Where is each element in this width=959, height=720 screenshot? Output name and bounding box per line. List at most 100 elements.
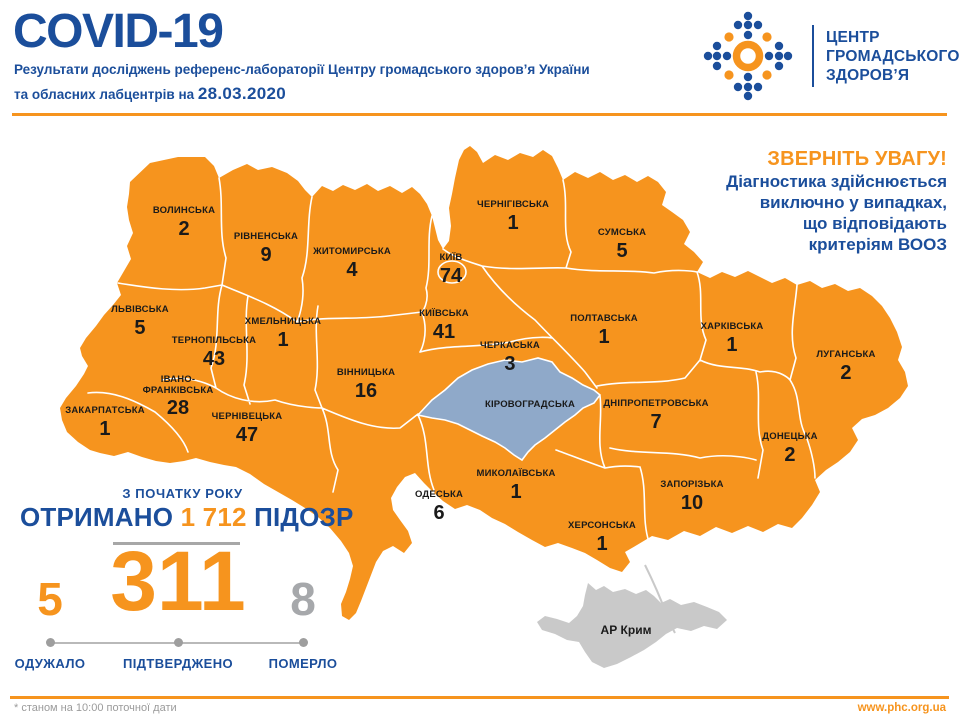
region-name: ОДЕСЬКА xyxy=(414,489,464,500)
footer-note: * станом на 10:00 поточної дати xyxy=(14,702,177,714)
region-case-count: 2 xyxy=(784,443,796,466)
confirmed-count: 311 xyxy=(110,534,246,628)
attention-title: ЗВЕРНІТЬ УВАГУ! xyxy=(767,148,947,170)
region-label: ОДЕСЬКА 6 xyxy=(414,489,464,522)
org-name-line2: ГРОМАДСЬКОГО xyxy=(826,47,959,65)
region-case-count: 1 xyxy=(507,211,519,234)
connector-dot xyxy=(46,638,55,647)
region-name: ІВАНО-ФРАНКІВСЬКА xyxy=(142,374,214,396)
died-count: 8 xyxy=(290,573,316,625)
region-case-count: 1 xyxy=(596,532,608,555)
region-label: ЧЕРНІГІВСЬКА 1 xyxy=(476,199,550,234)
region-name: ЗАКАРПАТСЬКА xyxy=(65,405,145,416)
attention-line: Діагностика здійснюється xyxy=(726,172,947,191)
region-label: МИКОЛАЇВСЬКА 1 xyxy=(476,468,555,503)
region-label: КІРОВОГРАДСЬКА xyxy=(484,399,576,411)
subtitle-line1: Результати досліджень референс-лаборатор… xyxy=(14,62,590,77)
region-label: ЛУГАНСЬКА 2 xyxy=(816,349,876,384)
attention-line: критеріям ВООЗ xyxy=(808,235,947,254)
region-name: ЛЬВІВСЬКА xyxy=(111,304,169,315)
recovered-count: 5 xyxy=(37,573,63,625)
region-case-count: 1 xyxy=(99,417,111,440)
region-name: ВОЛИНСЬКА xyxy=(152,205,216,216)
attention-line: що відповідають xyxy=(802,214,947,233)
region-case-count: 1 xyxy=(598,325,610,348)
region-name: КІРОВОГРАДСЬКА xyxy=(484,399,576,410)
region-label: ЧЕРНІВЕЦЬКА 47 xyxy=(212,411,283,444)
kyiv-city-border xyxy=(437,260,467,284)
stats-block: З ПОЧАТКУ РОКУ ОТРИМАНО 1 712 ПІДОЗР 5 3… xyxy=(15,486,354,686)
region-case-count: 2 xyxy=(840,361,852,384)
region-label: ХЕРСОНСЬКА 1 xyxy=(568,520,636,555)
region-case-count: 41 xyxy=(432,320,456,343)
region-label: ПОЛТАВСЬКА 1 xyxy=(570,313,638,348)
region-case-count: 7 xyxy=(650,410,662,433)
region-label: ДНІПРОПЕТРОВСЬКА 7 xyxy=(603,398,709,433)
confirmed-label: ПІДТВЕРДЖЕНО xyxy=(122,656,234,671)
connector-dot xyxy=(174,638,183,647)
org-name-line3: ЗДОРОВ’Я xyxy=(826,66,910,84)
logo-divider xyxy=(812,25,814,87)
region-name: ЧЕРКАСЬКА xyxy=(480,340,540,351)
report-date: 28.03.2020 xyxy=(197,84,286,103)
region-name: ЧЕРНІГІВСЬКА xyxy=(476,199,550,210)
region-label: ЗАКАРПАТСЬКА 1 xyxy=(65,405,145,440)
region-label: ЗАПОРІЗЬКА 10 xyxy=(660,479,724,512)
region-label: ЖИТОМИРСЬКА 4 xyxy=(313,246,391,281)
region-label: ЛЬВІВСЬКА 5 xyxy=(111,304,169,339)
region-label: ВІННИЦЬКА 16 xyxy=(337,367,395,402)
subtitle: Результати досліджень референс-лаборатор… xyxy=(14,58,654,107)
attention-block: ЗВЕРНІТЬ УВАГУ! Діагностика здійснюється… xyxy=(607,148,947,255)
region-name: СУМСЬКА xyxy=(597,227,647,238)
region-label: ТЕРНОПІЛЬСЬКА 43 xyxy=(172,335,256,370)
region-case-count: 1 xyxy=(277,328,289,351)
phc-logo: ЦЕНТР ГРОМАДСЬКОГО ЗДОРОВ’Я xyxy=(698,6,959,106)
region-label: ВОЛИНСЬКА 2 xyxy=(152,205,216,240)
org-name: ЦЕНТР ГРОМАДСЬКОГО ЗДОРОВ’Я xyxy=(826,28,959,85)
page-title: COVID-19 xyxy=(13,5,224,58)
header-divider xyxy=(12,113,947,116)
region-name: КИЇВ xyxy=(439,252,463,263)
footer-divider xyxy=(10,696,949,699)
region-case-count: 3 xyxy=(504,352,516,375)
suspicions-prefix: ОТРИМАНО xyxy=(20,502,181,532)
region-label: ЧЕРКАСЬКА 3 xyxy=(480,340,540,375)
stats-divider xyxy=(113,542,240,545)
oblast-borders xyxy=(87,177,816,543)
region-case-count: 43 xyxy=(202,347,226,370)
region-case-count: 1 xyxy=(726,333,738,356)
region-name: ДОНЕЦЬКА xyxy=(762,431,818,442)
region-name: ДНІПРОПЕТРОВСЬКА xyxy=(603,398,709,409)
region-name: РІВНЕНСЬКА xyxy=(233,231,299,242)
connector-dot xyxy=(299,638,308,647)
crimea-shape xyxy=(537,583,727,668)
region-kirovohradska-shape xyxy=(416,357,602,462)
region-case-count: 16 xyxy=(354,379,378,402)
region-name: ЖИТОМИРСЬКА xyxy=(313,246,391,257)
region-name: ХАРКІВСЬКА xyxy=(700,321,764,332)
site-link[interactable]: www.phc.org.ua xyxy=(857,702,946,714)
crimea-label: АР Крим xyxy=(600,623,652,637)
region-case-count: 5 xyxy=(616,239,628,262)
region-name: ЗАПОРІЗЬКА xyxy=(660,479,724,490)
region-case-count: 5 xyxy=(134,316,146,339)
suspicions-line: ОТРИМАНО 1 712 ПІДОЗР xyxy=(20,502,353,533)
died-label: ПОМЕРЛО xyxy=(268,656,338,671)
region-case-count: 28 xyxy=(166,397,190,419)
region-case-count: 1 xyxy=(510,480,522,503)
org-name-line1: ЦЕНТР xyxy=(826,28,880,46)
region-label: ХМЕЛЬНИЦЬКА 1 xyxy=(245,316,321,351)
region-name: ХЕРСОНСЬКА xyxy=(568,520,636,531)
region-name: ЛУГАНСЬКА xyxy=(816,349,876,360)
region-case-count: 4 xyxy=(346,258,358,281)
region-name: ПОЛТАВСЬКА xyxy=(570,313,638,324)
region-case-count: 2 xyxy=(178,217,190,240)
subtitle-line2: та обласних лабцентрів на xyxy=(14,87,198,102)
region-label: ХАРКІВСЬКА 1 xyxy=(700,321,764,356)
attention-line: виключно у випадках, xyxy=(759,193,947,212)
region-case-count: 9 xyxy=(260,243,272,266)
since-year-label: З ПОЧАТКУ РОКУ xyxy=(122,486,243,501)
